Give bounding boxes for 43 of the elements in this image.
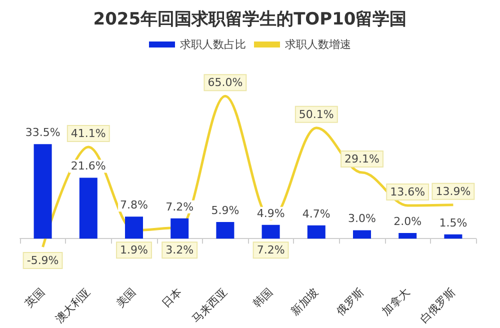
data-label: 1.5% (439, 216, 468, 230)
data-label: 2.0% (394, 215, 422, 228)
legend-label: 求职人数占比 (180, 38, 246, 51)
x-tick-label: 新加坡 (288, 285, 321, 318)
x-tick-label: 澳大利亚 (52, 285, 93, 326)
data-label: 13.9% (436, 184, 471, 198)
data-label: 29.1% (344, 152, 380, 166)
x-tick-label: 加拿大 (380, 285, 412, 318)
bar (34, 144, 52, 239)
data-label: 41.1% (70, 126, 106, 140)
data-label: 65.0% (208, 76, 243, 90)
bar (307, 225, 326, 239)
bar (216, 222, 234, 239)
x-tick-label: 韩国 (250, 285, 276, 310)
data-label: 7.2% (256, 244, 285, 257)
data-label: 4.9% (256, 206, 285, 220)
data-label: 7.8% (120, 198, 148, 212)
bar (170, 218, 189, 239)
x-tick-label: 美国 (114, 285, 139, 310)
data-label: 7.2% (166, 200, 194, 214)
data-label: -5.9% (26, 254, 59, 267)
data-label: 50.1% (298, 108, 334, 121)
legend-label: 求职人数增速 (285, 38, 351, 51)
bar (125, 216, 143, 239)
data-label: 21.6% (70, 160, 106, 173)
bar (262, 224, 280, 239)
bar (353, 230, 371, 239)
data-label: 1.9% (120, 244, 148, 257)
bar (398, 233, 417, 239)
data-label: 13.6% (390, 185, 426, 198)
data-label: 5.9% (211, 204, 240, 218)
data-label: 3.2% (166, 244, 194, 257)
data-label: 33.5% (25, 126, 60, 140)
x-tick-label: 马来西亚 (189, 285, 230, 326)
x-tick-label: 白俄罗斯 (417, 285, 458, 326)
x-tick-label: 俄罗斯 (334, 285, 367, 318)
bar (444, 234, 462, 239)
x-tick-label: 日本 (159, 285, 184, 310)
data-label: 3.0% (348, 212, 376, 226)
data-label: 4.7% (302, 207, 330, 220)
x-tick-label: 英国 (22, 285, 48, 310)
chart-title: 2025年回国求职留学生的TOP10留学国 (93, 10, 407, 30)
bar (79, 178, 98, 239)
